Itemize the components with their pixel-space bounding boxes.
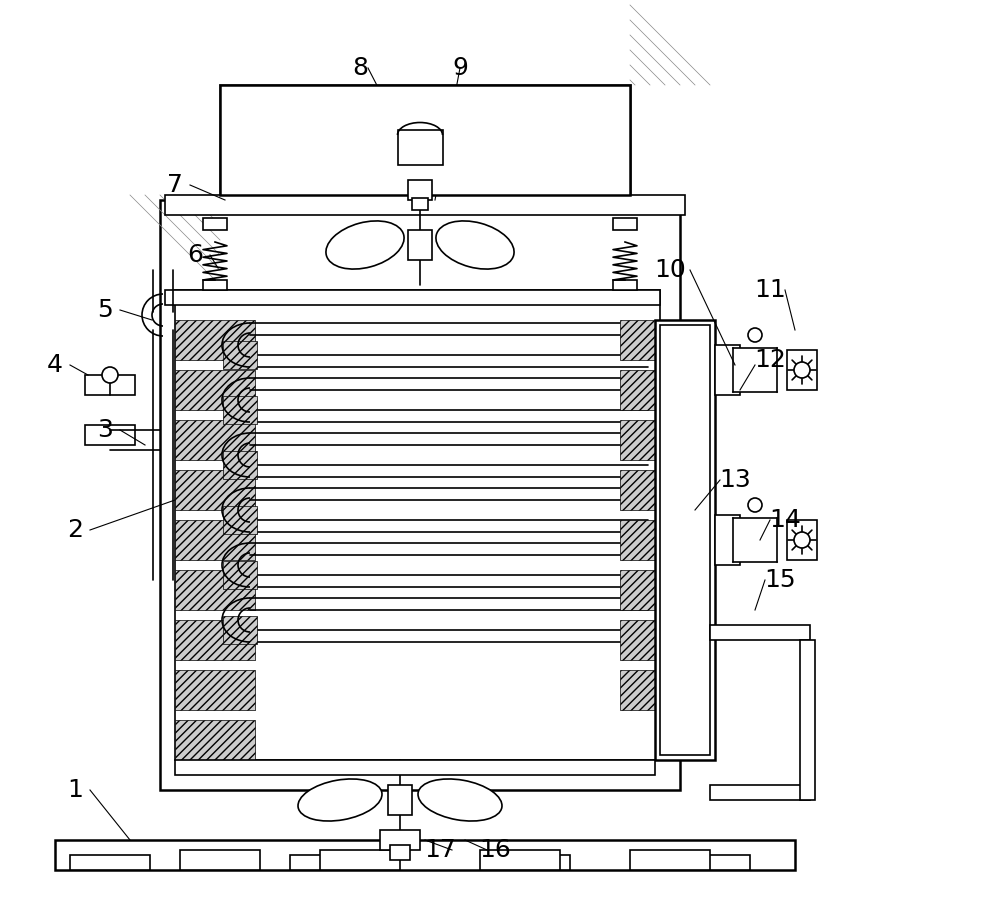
- Bar: [715, 345, 740, 395]
- Bar: [655, 320, 715, 760]
- Bar: [710, 785, 810, 800]
- Text: 3: 3: [97, 418, 113, 442]
- Text: 9: 9: [452, 56, 468, 80]
- Circle shape: [748, 328, 762, 342]
- Bar: [203, 218, 227, 230]
- Bar: [175, 670, 255, 710]
- Text: 11: 11: [754, 278, 786, 302]
- Bar: [710, 625, 810, 640]
- Text: 10: 10: [654, 258, 686, 282]
- Bar: [220, 85, 630, 195]
- Bar: [55, 840, 795, 870]
- Bar: [175, 570, 255, 610]
- Bar: [715, 515, 740, 565]
- Bar: [480, 850, 560, 870]
- Polygon shape: [220, 85, 630, 195]
- Text: 12: 12: [754, 348, 786, 372]
- Bar: [290, 855, 370, 870]
- Bar: [223, 451, 257, 479]
- Bar: [175, 720, 255, 760]
- Ellipse shape: [436, 221, 514, 269]
- Bar: [412, 198, 428, 210]
- Circle shape: [102, 367, 118, 383]
- Bar: [620, 470, 660, 510]
- Bar: [733, 518, 777, 562]
- Bar: [787, 350, 817, 390]
- Bar: [620, 620, 660, 660]
- Text: 5: 5: [97, 298, 113, 322]
- Bar: [220, 85, 630, 195]
- Circle shape: [748, 498, 762, 512]
- Bar: [408, 230, 432, 260]
- Bar: [70, 855, 150, 870]
- Text: 15: 15: [764, 568, 796, 592]
- Ellipse shape: [418, 779, 502, 821]
- Text: 8: 8: [352, 56, 368, 80]
- Bar: [490, 855, 570, 870]
- Bar: [180, 850, 260, 870]
- Bar: [613, 280, 637, 290]
- Bar: [398, 130, 443, 165]
- Bar: [408, 180, 432, 200]
- Text: 6: 6: [187, 243, 203, 267]
- Bar: [175, 370, 255, 410]
- Bar: [165, 290, 660, 305]
- Bar: [620, 520, 660, 560]
- Bar: [800, 640, 815, 800]
- Bar: [787, 520, 817, 560]
- Bar: [165, 195, 685, 215]
- Bar: [620, 570, 660, 610]
- Bar: [613, 218, 637, 230]
- Text: 13: 13: [719, 468, 751, 492]
- Bar: [245, 105, 605, 190]
- Bar: [175, 470, 255, 510]
- Text: 4: 4: [47, 353, 63, 377]
- Bar: [630, 850, 710, 870]
- Bar: [160, 200, 680, 790]
- Bar: [320, 850, 400, 870]
- Bar: [223, 341, 257, 369]
- Bar: [175, 290, 660, 760]
- Circle shape: [794, 362, 810, 378]
- Bar: [650, 855, 750, 870]
- Bar: [85, 375, 135, 395]
- Bar: [620, 320, 660, 360]
- Bar: [660, 325, 710, 755]
- Text: 17: 17: [424, 838, 456, 862]
- Bar: [620, 670, 660, 710]
- Bar: [175, 760, 655, 775]
- Text: 1: 1: [67, 778, 83, 802]
- Bar: [175, 520, 255, 560]
- Text: 14: 14: [769, 508, 801, 532]
- Bar: [85, 425, 135, 445]
- Text: 7: 7: [167, 173, 183, 197]
- Bar: [380, 830, 420, 850]
- Bar: [223, 561, 257, 589]
- Bar: [388, 785, 412, 815]
- Bar: [203, 280, 227, 290]
- Bar: [223, 616, 257, 644]
- Bar: [390, 845, 410, 860]
- Bar: [620, 420, 660, 460]
- Bar: [175, 620, 255, 660]
- Bar: [620, 370, 660, 410]
- Ellipse shape: [298, 779, 382, 821]
- Bar: [175, 420, 255, 460]
- Bar: [223, 506, 257, 534]
- Bar: [175, 320, 255, 360]
- Ellipse shape: [326, 221, 404, 269]
- Bar: [223, 396, 257, 424]
- Bar: [733, 348, 777, 392]
- Text: 2: 2: [67, 518, 83, 542]
- Circle shape: [794, 532, 810, 548]
- Text: 16: 16: [479, 838, 511, 862]
